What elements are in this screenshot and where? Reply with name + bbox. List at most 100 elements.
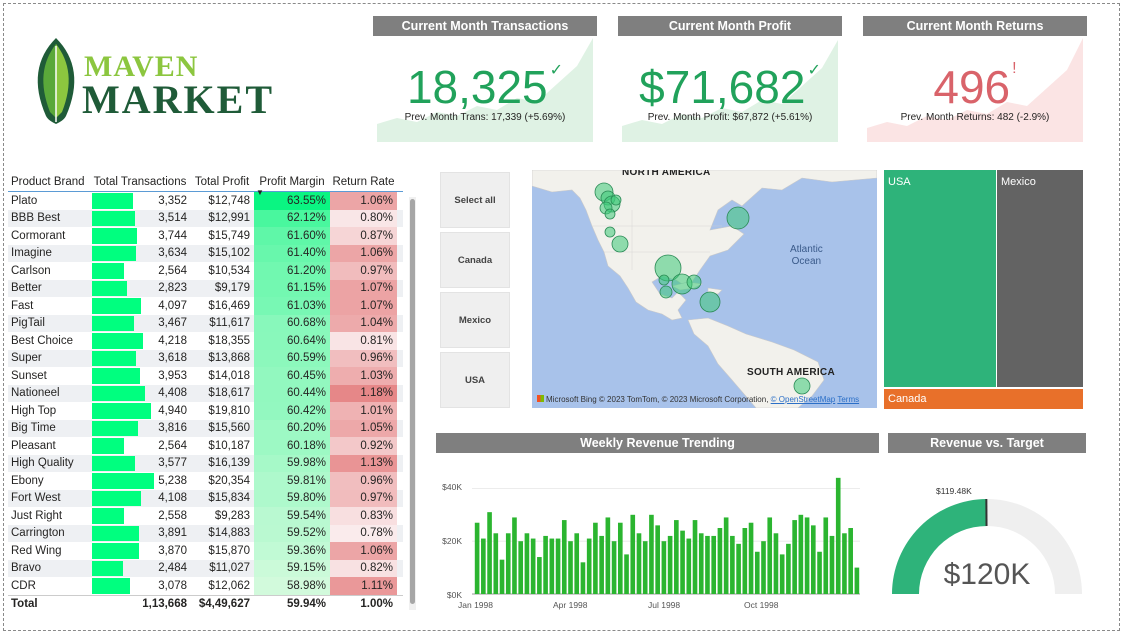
store-bubble[interactable] [604, 208, 616, 220]
weekly-revenue-bar[interactable] [611, 541, 617, 594]
table-row[interactable]: PigTail 3,467 $11,617 60.68% 1.04% [8, 314, 403, 332]
weekly-revenue-bar[interactable] [574, 533, 580, 594]
weekly-revenue-bar[interactable] [742, 528, 748, 594]
weekly-revenue-bar[interactable] [817, 551, 822, 594]
column-header-profit[interactable]: Total Profit [194, 176, 250, 188]
weekly-revenue-bar[interactable] [474, 522, 480, 594]
column-header-return-rate[interactable]: Return Rate [332, 176, 395, 188]
weekly-revenue-bar[interactable] [493, 533, 499, 594]
scrollbar-thumb[interactable] [410, 199, 415, 604]
table-row[interactable]: Pleasant 2,564 $10,187 60.18% 0.92% [8, 437, 403, 455]
weekly-revenue-bar[interactable] [823, 517, 829, 594]
store-bubble[interactable] [610, 194, 622, 206]
table-row[interactable]: BBB Best 3,514 $12,991 62.12% 0.80% [8, 209, 403, 227]
weekly-revenue-bar[interactable] [561, 520, 567, 594]
weekly-revenue-bar[interactable] [767, 517, 773, 594]
store-bubble[interactable] [611, 235, 629, 253]
weekly-revenue-bar[interactable] [686, 538, 692, 594]
weekly-revenue-bar[interactable] [655, 525, 660, 594]
weekly-revenue-bar[interactable] [543, 535, 548, 594]
osm-link[interactable]: © OpenStreetMap [770, 395, 836, 404]
table-row[interactable]: Super 3,618 $13,868 60.59% 0.96% [8, 349, 403, 367]
table-row[interactable]: Ebony 5,238 $20,354 59.81% 0.96% [8, 472, 403, 490]
column-header-margin[interactable]: Profit Margin ▼ [256, 176, 325, 197]
weekly-revenue-bar[interactable] [674, 520, 679, 594]
table-row[interactable]: Sunset 3,953 $14,018 60.45% 1.03% [8, 367, 403, 385]
slicer-canada[interactable]: Canada [440, 232, 510, 288]
store-bubble[interactable] [699, 291, 721, 313]
weekly-revenue-bar[interactable] [792, 520, 797, 594]
weekly-revenue-bar[interactable] [568, 541, 573, 594]
weekly-revenue-bar[interactable] [711, 535, 717, 594]
weekly-revenue-bar[interactable] [798, 514, 804, 594]
weekly-revenue-bar[interactable] [854, 567, 860, 594]
weekly-revenue-bar[interactable] [530, 538, 536, 594]
column-header-brand[interactable]: Product Brand [11, 176, 85, 188]
terms-link[interactable]: Terms [837, 395, 860, 404]
store-bubble[interactable] [604, 226, 616, 238]
weekly-revenue-bar[interactable] [848, 528, 853, 594]
weekly-revenue-bar[interactable] [786, 543, 791, 594]
weekly-revenue-bar[interactable] [630, 514, 636, 594]
slicer-select-all[interactable]: Select all [440, 172, 510, 228]
treemap-cell-canada[interactable]: Canada [884, 389, 1083, 409]
weekly-revenue-bar[interactable] [773, 533, 779, 594]
weekly-revenue-bar[interactable] [705, 535, 710, 594]
table-row[interactable]: Better 2,823 $9,179 61.15% 1.07% [8, 279, 403, 297]
weekly-revenue-bar[interactable] [499, 559, 505, 594]
store-bubble[interactable] [659, 285, 673, 299]
weekly-revenue-bar[interactable] [580, 562, 586, 594]
store-bubble[interactable] [658, 274, 670, 286]
weekly-revenue-bar[interactable] [642, 541, 648, 594]
weekly-revenue-bar[interactable] [748, 522, 754, 594]
weekly-revenue-bar[interactable] [524, 533, 530, 594]
weekly-revenue-bar[interactable] [518, 541, 524, 594]
column-header-transactions[interactable]: Total Transactions [93, 176, 187, 188]
weekly-revenue-bar[interactable] [505, 533, 511, 594]
weekly-revenue-bar[interactable] [761, 541, 766, 594]
weekly-revenue-bar[interactable] [537, 557, 542, 594]
table-scrollbar[interactable] [409, 197, 416, 610]
table-row[interactable]: Plato 3,352 $12,748 63.55% 1.06% [8, 192, 403, 210]
weekly-revenue-bar[interactable] [649, 514, 654, 594]
table-row[interactable]: Carlson 2,564 $10,534 61.20% 0.97% [8, 262, 403, 280]
weekly-revenue-bar[interactable] [487, 512, 492, 594]
table-row[interactable]: Just Right 2,558 $9,283 59.54% 0.83% [8, 507, 403, 525]
table-row[interactable]: Big Time 3,816 $15,560 60.20% 1.05% [8, 419, 403, 437]
table-row[interactable]: High Top 4,940 $19,810 60.42% 1.01% [8, 402, 403, 420]
table-row[interactable]: Bravo 2,484 $11,027 59.15% 0.82% [8, 559, 403, 577]
store-bubble[interactable] [686, 274, 702, 290]
table-row[interactable]: Red Wing 3,870 $15,870 59.36% 1.06% [8, 542, 403, 560]
weekly-revenue-bar[interactable] [717, 528, 723, 594]
weekly-revenue-bar[interactable] [835, 477, 841, 594]
weekly-revenue-bar[interactable] [599, 535, 604, 594]
weekly-revenue-bar[interactable] [754, 551, 760, 594]
weekly-revenue-bar[interactable] [605, 517, 611, 594]
weekly-revenue-bar[interactable] [586, 538, 592, 594]
table-row[interactable]: Carrington 3,891 $14,883 59.52% 0.78% [8, 524, 403, 542]
weekly-revenue-bar[interactable] [667, 535, 673, 594]
weekly-revenue-bar[interactable] [810, 525, 816, 594]
weekly-revenue-bar[interactable] [549, 538, 555, 594]
weekly-revenue-bar[interactable] [555, 538, 561, 594]
table-row[interactable]: Fast 4,097 $16,469 61.03% 1.07% [8, 297, 403, 315]
weekly-revenue-bar[interactable] [661, 541, 667, 594]
slicer-mexico[interactable]: Mexico [440, 292, 510, 348]
store-location-map[interactable]: NORTH AMERICA SOUTH AMERICA Atlantic Ocea… [532, 170, 877, 408]
store-bubble[interactable] [726, 206, 750, 230]
treemap-cell-mexico[interactable]: Mexico [997, 170, 1083, 387]
weekly-revenue-bar[interactable] [617, 522, 623, 594]
weekly-revenue-bar[interactable] [736, 543, 741, 594]
weekly-revenue-bar[interactable] [804, 517, 810, 594]
weekly-revenue-bar[interactable] [842, 533, 847, 594]
weekly-revenue-bar[interactable] [593, 522, 598, 594]
weekly-revenue-bar[interactable] [723, 517, 729, 594]
weekly-revenue-bar[interactable] [481, 538, 486, 594]
weekly-revenue-bar[interactable] [779, 554, 785, 594]
weekly-revenue-bar[interactable] [692, 520, 698, 594]
table-row[interactable]: Nationeel 4,408 $18,617 60.44% 1.18% [8, 384, 403, 402]
table-row[interactable]: Imagine 3,634 $15,102 61.40% 1.06% [8, 244, 403, 262]
weekly-revenue-bar[interactable] [730, 535, 735, 594]
store-bubble[interactable] [793, 377, 811, 395]
table-row[interactable]: Fort West 4,108 $15,834 59.80% 0.97% [8, 489, 403, 507]
